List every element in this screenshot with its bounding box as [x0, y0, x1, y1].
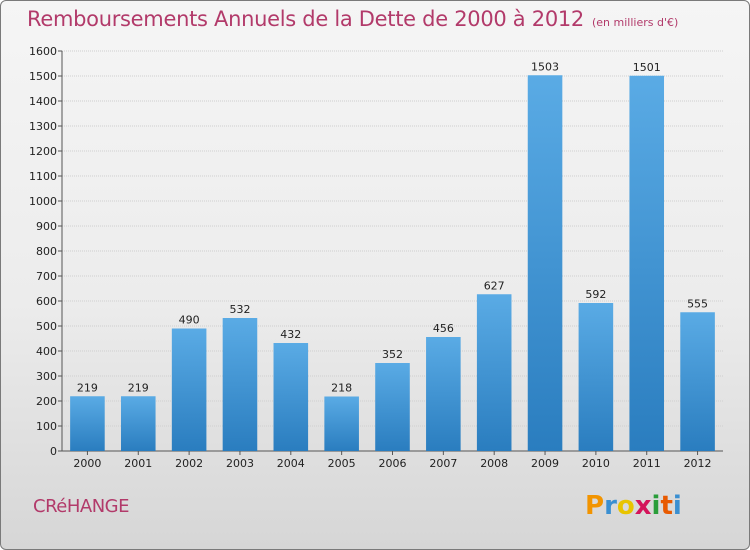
x-tick-label-2010: 2010 [582, 457, 610, 470]
y-tick-label: 800 [36, 245, 57, 258]
logo-letter: x [634, 491, 652, 521]
chart-subtitle: (en milliers d'€) [592, 16, 679, 29]
bar-2004 [273, 343, 309, 451]
data-label-2005: 218 [331, 382, 352, 395]
data-label-2000: 219 [77, 381, 98, 394]
logo-letter: r [604, 491, 617, 521]
x-tick-label-2007: 2007 [429, 457, 457, 470]
data-label-2002: 490 [179, 314, 200, 327]
bar-2011 [629, 75, 665, 451]
bar-2003 [222, 318, 258, 451]
data-label-2004: 432 [280, 328, 301, 341]
x-tick-label-2001: 2001 [124, 457, 152, 470]
bar-2002 [171, 328, 207, 451]
data-label-2008: 627 [484, 279, 505, 292]
y-tick-label: 100 [36, 420, 57, 433]
y-tick-label: 0 [50, 445, 57, 458]
logo-letter: t [660, 491, 673, 521]
y-tick-label: 1200 [29, 145, 57, 158]
title-text: Remboursements Annuels de la Dette de 20… [27, 7, 584, 31]
x-tick-label-2012: 2012 [684, 457, 712, 470]
y-tick-label: 1500 [29, 70, 57, 83]
x-tick-label-2003: 2003 [226, 457, 254, 470]
labels: 0 100 200 300 400 500 600 700 800 900 1000 1100 1200… [29, 45, 712, 470]
data-label-2007: 456 [433, 322, 454, 335]
logo-letter: P [585, 491, 605, 521]
x-tick-label-2004: 2004 [277, 457, 305, 470]
data-label-2010: 592 [585, 288, 606, 301]
y-tick-label: 1000 [29, 195, 57, 208]
bars [70, 75, 715, 451]
x-tick-label-2000: 2000 [73, 457, 101, 470]
data-label-2003: 532 [229, 303, 250, 316]
y-tick-label: 1400 [29, 95, 57, 108]
y-tick-label: 700 [36, 270, 57, 283]
y-tick-label: 200 [36, 395, 57, 408]
commune-name: CRéHANGE [33, 496, 129, 517]
bar-2000 [70, 396, 105, 451]
data-label-2006: 352 [382, 348, 403, 361]
data-label-2012: 555 [687, 297, 708, 310]
bar-2007 [426, 337, 461, 451]
y-tick-label: 500 [36, 320, 57, 333]
y-tick-label: 1600 [29, 45, 57, 58]
x-tick-label-2009: 2009 [531, 457, 559, 470]
data-label-2011: 1501 [633, 61, 661, 74]
data-label-2009: 1503 [531, 60, 559, 73]
y-tick-label: 300 [36, 370, 57, 383]
bar-2006 [375, 363, 410, 451]
x-tick-label-2008: 2008 [480, 457, 508, 470]
x-tick-label-2002: 2002 [175, 457, 203, 470]
bar-2001 [120, 396, 156, 451]
bar-2008 [476, 294, 512, 451]
bar-2005 [324, 396, 359, 451]
y-tick-label: 1300 [29, 120, 57, 133]
y-tick-label: 600 [36, 295, 57, 308]
y-tick-label: 900 [36, 220, 57, 233]
logo-letter: i [672, 491, 682, 521]
logo-letter: o [616, 491, 635, 521]
y-tick-label: 1100 [29, 170, 57, 183]
bar-2010 [578, 303, 614, 451]
bar-2009 [527, 75, 563, 451]
x-tick-label-2005: 2005 [328, 457, 356, 470]
x-tick-label-2011: 2011 [633, 457, 661, 470]
bar-2012 [680, 312, 715, 451]
y-tick-label: 400 [36, 345, 57, 358]
logo-letter: i [651, 491, 661, 521]
data-label-2001: 219 [128, 381, 149, 394]
chart-title: Remboursements Annuels de la Dette de 20… [27, 7, 678, 31]
x-tick-label-2006: 2006 [379, 457, 407, 470]
